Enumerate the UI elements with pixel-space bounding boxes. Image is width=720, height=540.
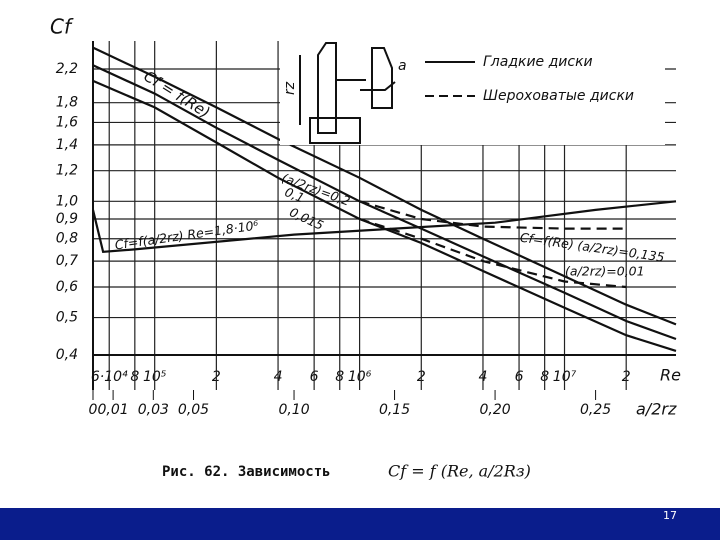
inset-diagram: a rz: [282, 42, 407, 144]
y-tick-label: 0,5: [56, 310, 78, 326]
x2-tick-label: 0,01: [98, 402, 129, 418]
curve-label: 0,1: [283, 184, 307, 205]
x2-axis-label: a/2rz: [636, 400, 677, 419]
x2-tick-label: 0,03: [138, 402, 169, 418]
y-tick-label: 1,0: [56, 193, 78, 209]
x-axis-label: Re: [660, 366, 681, 385]
inset-label: a: [398, 58, 407, 74]
series-line: [359, 200, 627, 230]
curve-label: (a/2rz)=0,01: [565, 264, 645, 279]
y-tick-label: 0,6: [56, 279, 78, 295]
inset-label: rz: [282, 81, 298, 95]
x2-tick-label: 0,20: [479, 402, 510, 418]
x2-tick-label: 0,15: [379, 402, 410, 418]
page-number: 17: [663, 509, 677, 522]
y-tick-label: 0,4: [56, 347, 78, 363]
caption: Рис. 62. Зависимость: [162, 464, 331, 480]
y-tick-label: 0,7: [56, 253, 78, 269]
series-line: [92, 64, 677, 341]
y-tick-label: 0,8: [56, 231, 78, 247]
y-tick-label: 1,6: [56, 114, 78, 130]
caption-formula: Cf = f (Re, a/2Rз): [388, 462, 531, 481]
legend-label: Шероховатые диски: [483, 88, 634, 104]
x2-tick-label: 0: [89, 402, 98, 418]
y-tick-label: 1,2: [56, 163, 78, 179]
y-tick-label: 2,2: [56, 61, 78, 77]
series-line: [91, 200, 677, 253]
series-line: [92, 79, 677, 352]
series-line: [359, 217, 627, 289]
x2-tick-label: 0,05: [178, 402, 209, 418]
y-tick-label: 1,8: [56, 95, 78, 111]
inset-drawing: [299, 42, 396, 144]
legend-label: Гладкие диски: [483, 54, 593, 70]
x2-tick-label: 0,25: [580, 402, 611, 418]
inset-box: [280, 40, 665, 145]
footer-bar: [0, 508, 720, 540]
x2-tick-label: 0,10: [278, 402, 309, 418]
y-axis-label: Cf: [50, 15, 74, 39]
y-tick-label: 1,4: [56, 137, 78, 153]
y-tick-label: 0,9: [56, 211, 78, 227]
series-line: [92, 46, 677, 326]
